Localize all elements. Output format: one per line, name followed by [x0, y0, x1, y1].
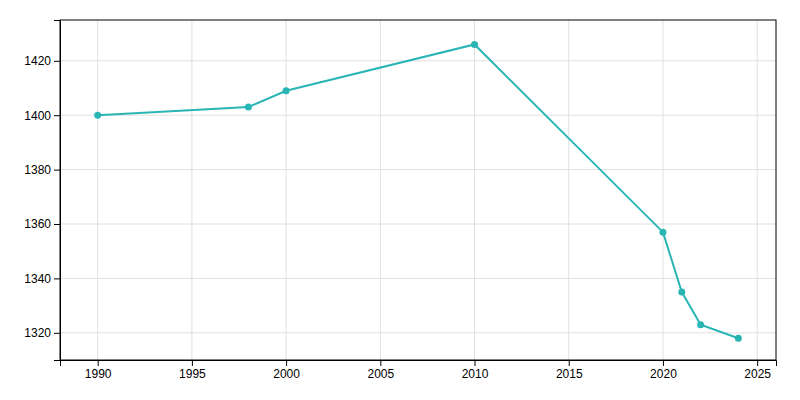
- y-tick-mark: [54, 278, 60, 279]
- grid-line-y: [60, 224, 776, 225]
- point: [678, 289, 685, 296]
- x-tick-mark: [192, 360, 193, 366]
- grid-line-y: [60, 332, 776, 333]
- x-tick-mark: [569, 360, 570, 366]
- grid-line-y: [60, 115, 776, 116]
- series: [94, 41, 742, 342]
- x-tick-mark: [475, 360, 476, 366]
- y-tick: 1360: [24, 217, 60, 231]
- x-tick: 2025: [744, 360, 771, 381]
- y-tick: 1340: [24, 272, 60, 286]
- x-tick-mark: [757, 360, 758, 366]
- grid-line-x: [757, 20, 758, 360]
- grid-line-y: [60, 278, 776, 279]
- y-tick: 1400: [24, 109, 60, 123]
- x-tick: 2005: [367, 360, 394, 381]
- x-tick-label: 2025: [744, 367, 771, 381]
- x-tick: 1995: [179, 360, 206, 381]
- y-tick-label: 1340: [24, 272, 51, 286]
- x-axis: 1990 1995 2000 2005 2010 2015 2020 2025: [61, 360, 777, 381]
- y-tick-mark: [54, 333, 60, 334]
- x-tick: 2015: [556, 360, 583, 381]
- grid-line-x: [97, 20, 98, 360]
- grid-line-x: [474, 20, 475, 360]
- y-tick: 1420: [24, 54, 60, 68]
- point: [697, 321, 704, 328]
- x-tick-mark: [98, 360, 99, 366]
- y-tick-label: 1400: [24, 109, 51, 123]
- x-tick-mark: [380, 360, 381, 366]
- x-tick: 1990: [85, 360, 112, 381]
- line: [98, 44, 739, 338]
- x-tick-mark: [286, 360, 287, 366]
- point: [659, 229, 666, 236]
- y-axis-line: [54, 21, 61, 361]
- point: [245, 104, 252, 111]
- x-tick-label: 2000: [273, 367, 300, 381]
- point: [94, 112, 101, 119]
- x-tick-label: 1995: [179, 367, 206, 381]
- point: [735, 335, 742, 342]
- x-axis-line: [61, 361, 777, 367]
- x-tick-label: 2010: [462, 367, 489, 381]
- y-tick-label: 1360: [24, 217, 51, 231]
- plot: 1990 1995 2000 2005 2010 2015 2020 2025 1320 1340…: [24, 20, 776, 381]
- grid-line-x: [568, 20, 569, 360]
- grid: [60, 20, 776, 360]
- y-tick-mark: [54, 115, 60, 116]
- plot-frame: [60, 20, 776, 360]
- grid-line-y: [60, 169, 776, 170]
- x-tick: 2000: [273, 360, 300, 381]
- y-tick: 1320: [24, 326, 60, 340]
- x-tick: 2010: [462, 360, 489, 381]
- x-tick-label: 2015: [556, 367, 583, 381]
- x-tick-mark: [663, 360, 664, 366]
- grid-line-x: [286, 20, 287, 360]
- point: [283, 87, 290, 94]
- y-tick-mark: [54, 170, 60, 171]
- y-tick-label: 1320: [24, 326, 51, 340]
- x-tick-label: 2020: [650, 367, 677, 381]
- grid-line-y: [60, 60, 776, 61]
- y-tick-label: 1380: [24, 163, 51, 177]
- x-tick-label: 1990: [85, 367, 112, 381]
- grid-line-x: [662, 20, 663, 360]
- grid-line-x: [380, 20, 381, 360]
- y-tick-label: 1420: [24, 54, 51, 68]
- grid-line-x: [191, 20, 192, 360]
- x-tick: 2020: [650, 360, 677, 381]
- x-tick-label: 2005: [367, 367, 394, 381]
- point: [471, 41, 478, 48]
- y-tick-mark: [54, 224, 60, 225]
- y-axis: 1320 1340 1360 1380 1400 1420: [24, 21, 60, 361]
- y-tick: 1380: [24, 163, 60, 177]
- y-tick-mark: [54, 61, 60, 62]
- chart: 1990 1995 2000 2005 2010 2015 2020 2025 1320 1340…: [0, 0, 800, 400]
